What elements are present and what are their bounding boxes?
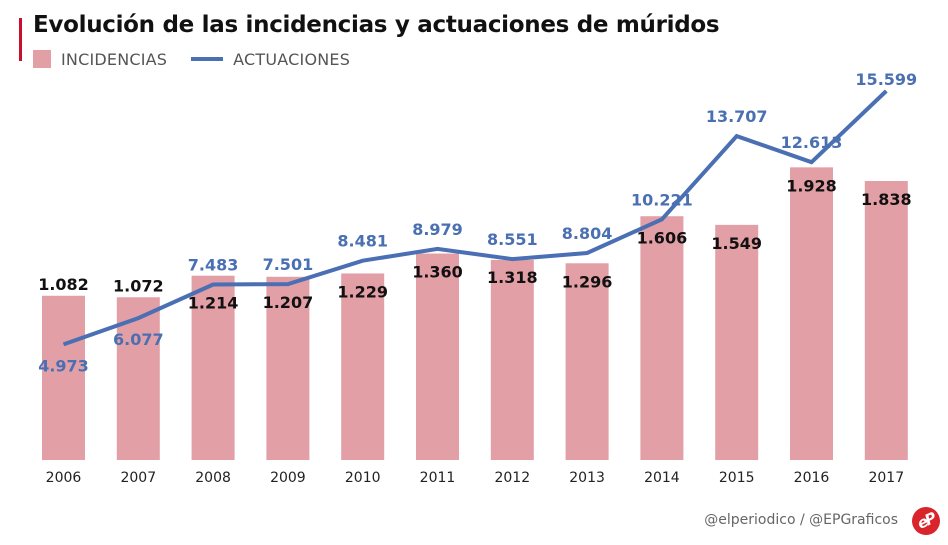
bar-value-label: 1.082 xyxy=(38,275,89,294)
bar-value-label: 1.838 xyxy=(861,190,912,209)
legend-label-actuaciones: ACTUACIONES xyxy=(233,49,351,69)
bar-value-label: 1.360 xyxy=(412,263,463,282)
footer-credit: @elperiodico / @EPGraficos xyxy=(704,512,898,528)
legend-label-incidencias: INCIDENCIAS xyxy=(61,49,168,69)
x-tick-label: 2007 xyxy=(120,470,156,486)
bar-2012 xyxy=(490,259,534,460)
bar-value-label: 1.318 xyxy=(487,268,538,287)
bar-2014 xyxy=(640,216,684,460)
x-tick-label: 2012 xyxy=(494,470,530,486)
bar-2011 xyxy=(416,253,459,460)
x-tick-label: 2011 xyxy=(420,470,456,486)
line-value-label: 6.077 xyxy=(113,330,164,349)
legend-swatch-incidencias xyxy=(33,50,51,68)
bar-2010 xyxy=(341,273,385,460)
x-tick-label: 2015 xyxy=(719,470,755,486)
line-series-actuaciones xyxy=(62,89,888,347)
chart-title: Evolución de las incidencias y actuacion… xyxy=(33,12,720,38)
line-actuaciones xyxy=(62,89,888,347)
bar-value-label: 1.207 xyxy=(263,293,314,312)
line-value-label: 4.973 xyxy=(38,356,89,375)
bar-2009 xyxy=(266,276,310,460)
x-tick-label: 2014 xyxy=(644,470,680,486)
x-tick-label: 2006 xyxy=(46,470,82,486)
line-value-label: 7.483 xyxy=(188,256,239,275)
bar-2017 xyxy=(864,181,908,460)
legend: INCIDENCIAS ACTUACIONES xyxy=(33,48,350,70)
line-value-labels: 4.973 6.077 7.483 7.501 8.481 8.979 8.551 8.804… xyxy=(38,70,917,375)
line-value-label: 12.613 xyxy=(781,133,843,152)
bar-2006 xyxy=(42,295,85,460)
bar-2008 xyxy=(191,275,235,460)
bar-value-label: 1.072 xyxy=(113,276,164,295)
bar-value-label: 1.214 xyxy=(188,294,239,313)
bar-2013 xyxy=(565,263,609,460)
line-value-label: 8.804 xyxy=(562,224,613,243)
x-tick-label: 2016 xyxy=(794,470,830,486)
x-tick-label: 2013 xyxy=(569,470,605,486)
line-value-label: 8.979 xyxy=(412,220,463,239)
bar-value-label: 1.606 xyxy=(637,228,688,247)
bar-series-incidencias xyxy=(42,167,908,460)
x-tick-label: 2010 xyxy=(345,470,381,486)
legend-swatch-actuaciones xyxy=(191,57,224,61)
bar-value-label: 1.296 xyxy=(562,272,613,291)
bar-2016 xyxy=(790,167,833,460)
bar-2015 xyxy=(715,224,759,460)
line-value-label: 8.481 xyxy=(337,232,388,251)
line-value-label: 13.707 xyxy=(706,107,768,126)
bar-value-label: 1.928 xyxy=(786,176,837,195)
x-axis-tick-labels: 2006 2007 2008 2009 2010 2011 2012 2013 2014 2015… xyxy=(46,470,904,486)
bar-value-label: 1.549 xyxy=(711,234,762,253)
line-value-label: 10.221 xyxy=(631,190,693,209)
line-value-label: 7.501 xyxy=(263,255,314,274)
title-accent-bar xyxy=(19,18,22,61)
x-tick-label: 2008 xyxy=(195,470,231,486)
line-value-label: 15.599 xyxy=(855,70,917,89)
line-value-label: 8.551 xyxy=(487,230,538,249)
bar-value-label: 1.229 xyxy=(337,282,388,301)
bar-value-labels: 1.082 1.072 1.214 1.207 1.229 1.360 1.318 1.296… xyxy=(38,176,911,312)
x-tick-label: 2009 xyxy=(270,470,306,486)
x-tick-label: 2017 xyxy=(868,470,904,486)
